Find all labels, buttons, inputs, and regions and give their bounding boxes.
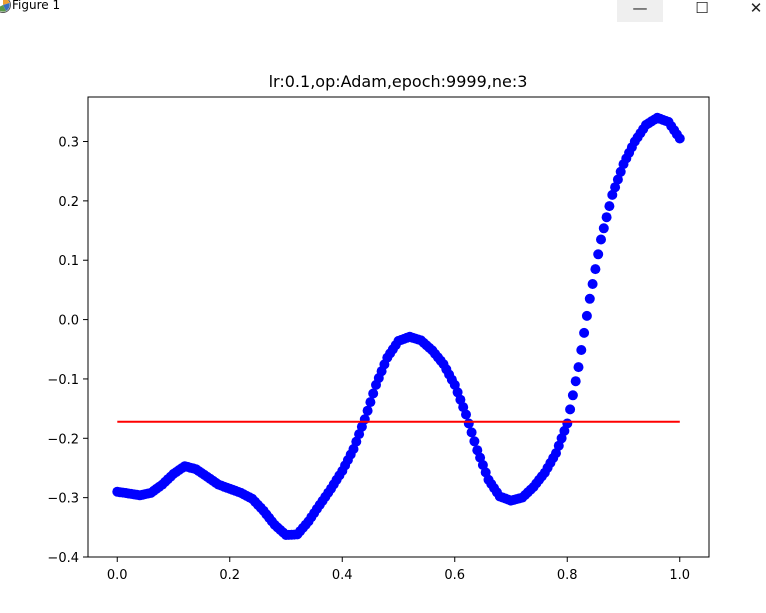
data-point <box>601 212 612 223</box>
matplotlib-icon <box>0 0 11 13</box>
data-point <box>573 362 584 373</box>
x-tick-label: 0.8 <box>557 568 578 583</box>
data-point <box>469 436 480 447</box>
data-point <box>351 436 362 447</box>
y-tick-label: −0.3 <box>47 492 79 507</box>
y-tick-label: 0.2 <box>58 195 79 210</box>
axes-frame <box>87 96 710 558</box>
x-tick-label: 0.6 <box>444 568 465 583</box>
x-tick-label: 0.4 <box>332 568 353 583</box>
x-tick-label: 1.0 <box>669 568 690 583</box>
y-tick-label: 0.0 <box>58 314 79 329</box>
y-tick-label: −0.2 <box>47 432 79 447</box>
data-point <box>674 133 685 144</box>
maximize-button[interactable]: ☐ <box>695 0 709 17</box>
data-point <box>590 264 601 275</box>
data-point <box>562 418 573 429</box>
y-tick-label: −0.1 <box>47 373 79 388</box>
chart-title: lr:0.1,op:Adam,epoch:9999,ne:3 <box>269 72 528 91</box>
chart: lr:0.1,op:Adam,epoch:9999,ne:3 0.0 0.2 0.4… <box>47 72 710 583</box>
x-tick-label: 0.2 <box>219 568 240 583</box>
data-point <box>567 390 578 401</box>
data-point <box>359 414 370 425</box>
minimize-button[interactable]: — <box>617 0 663 22</box>
data-point <box>579 327 590 338</box>
x-axis: 0.0 0.2 0.4 0.6 0.8 1.0 <box>107 557 690 583</box>
data-point <box>565 404 576 415</box>
close-button[interactable]: ✕ <box>749 0 763 17</box>
x-tick-label: 0.0 <box>107 568 128 583</box>
data-point <box>466 427 477 438</box>
data-point <box>362 405 373 416</box>
data-point <box>607 189 618 200</box>
window-titlebar: Figure 1 — ☐ ✕ <box>0 0 766 22</box>
data-point <box>593 249 604 260</box>
data-point <box>598 223 609 234</box>
y-tick-label: −0.4 <box>47 551 79 566</box>
data-point <box>463 418 474 429</box>
data-point <box>596 234 606 245</box>
scatter-series <box>112 112 685 540</box>
data-point <box>461 409 471 420</box>
data-point <box>604 201 615 212</box>
data-point <box>365 397 376 408</box>
y-axis: −0.4 −0.3 −0.2 −0.1 0.0 0.1 0.2 0.3 <box>47 136 88 566</box>
y-tick-label: 0.3 <box>58 136 79 151</box>
data-point <box>615 166 626 177</box>
data-point <box>584 293 595 304</box>
data-point <box>610 182 621 193</box>
data-point <box>612 174 623 185</box>
data-point <box>587 279 598 289</box>
figure-canvas: lr:0.1,op:Adam,epoch:9999,ne:3 0.0 0.2 0.4… <box>0 22 766 609</box>
data-point <box>576 345 587 355</box>
data-point <box>368 388 379 399</box>
plot-area <box>112 112 685 540</box>
data-point <box>570 376 581 387</box>
window-title: Figure 1 <box>12 0 61 12</box>
y-tick-label: 0.1 <box>58 254 79 269</box>
data-point <box>581 310 592 321</box>
